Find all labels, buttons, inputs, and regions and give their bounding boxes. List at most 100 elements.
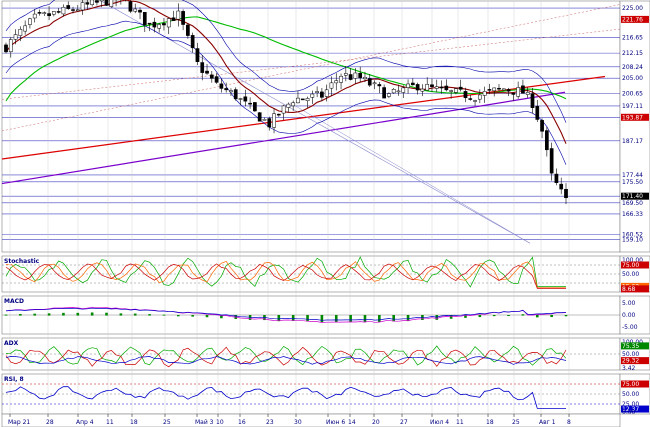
x-tick-label: 18 <box>486 419 494 426</box>
macd-histogram-bar <box>464 315 467 318</box>
macd-histogram-bar <box>162 314 166 316</box>
price-scale-label: 177.44 <box>622 172 643 179</box>
candle-body <box>95 0 99 3</box>
macd-histogram-bar <box>306 315 309 322</box>
price-scale-label: 166.33 <box>622 211 643 218</box>
price-highlight-tag <box>621 192 649 200</box>
candle-body <box>458 86 463 90</box>
candle-body <box>133 8 138 12</box>
candle-body <box>291 102 296 107</box>
indicator-highlight-tag <box>621 261 649 269</box>
macd-histogram-bar <box>550 315 553 318</box>
candle-body <box>37 12 42 14</box>
price-scale-label: 208.24 <box>622 64 643 71</box>
panel-title: ADX <box>4 340 19 347</box>
candle-body <box>99 0 104 2</box>
candle-body <box>286 103 291 108</box>
candle-body <box>324 89 329 97</box>
macd-histogram-bar <box>191 315 194 317</box>
macd-histogram-bar <box>177 315 180 317</box>
panel-backgrounds <box>1 0 650 415</box>
candle-body <box>310 93 315 98</box>
candle-body <box>224 88 229 91</box>
candle-body <box>343 73 348 76</box>
macd-histogram-bar <box>19 313 22 316</box>
macd-histogram-bar <box>76 312 80 316</box>
candle-body <box>358 72 363 79</box>
indicator-scale-label: -5.00 <box>622 324 638 331</box>
panel-title-bg <box>3 297 37 304</box>
band-upper-line <box>5 0 567 123</box>
candle-body <box>559 183 564 190</box>
adx-minus-di-line <box>5 346 567 368</box>
indicator-scale-label: 50.00 <box>622 391 639 398</box>
candle-body <box>353 72 358 79</box>
candle-body <box>406 83 410 88</box>
macd-histogram-bar <box>4 314 8 316</box>
price-highlight-tag <box>621 15 649 23</box>
candlesticks[interactable] <box>4 0 568 205</box>
candle-body <box>300 98 305 101</box>
candle-body <box>229 90 233 93</box>
x-tick-label: Май 3 <box>195 419 214 426</box>
macd-histogram-bar <box>492 315 496 317</box>
trend-line-purple <box>1 91 566 185</box>
candle-body <box>477 94 482 100</box>
x-tick-label: 30 <box>294 419 302 426</box>
candle-body <box>28 18 32 25</box>
candle-body <box>147 22 152 25</box>
candle-body <box>535 105 540 120</box>
macd-histogram-bar <box>334 315 338 322</box>
price-highlight-tag <box>621 113 649 121</box>
candle-body <box>80 2 85 11</box>
indicator-scale-label: 8.68 <box>622 286 636 293</box>
price-highlight-label: 171.40 <box>622 193 643 200</box>
candle-body <box>61 6 66 15</box>
candle-body <box>363 76 367 80</box>
macd-histogram-bar <box>535 315 539 318</box>
candle-body <box>205 70 209 74</box>
indicator-highlight-tag <box>621 357 649 365</box>
candle-body <box>195 48 200 62</box>
candle-body <box>128 1 133 12</box>
candle-body <box>253 102 257 112</box>
candle-body <box>367 78 372 86</box>
x-tick-label: 25 <box>163 419 171 426</box>
macd-histogram-bar <box>62 312 65 316</box>
price-highlight-label: 193.87 <box>622 114 643 121</box>
indicator-scale-label: 0.00 <box>622 312 636 319</box>
x-axis: Мар 21 28 Апр 4 11 18 25 Май 3 10 16 23 30 Июн 6 14 2… <box>1 413 621 427</box>
candle-body <box>492 87 497 92</box>
macd-histogram-bar <box>119 313 123 316</box>
macd-histogram-bar <box>105 312 108 316</box>
x-tick-label: 18 <box>130 419 138 426</box>
macd-histogram-bar <box>90 312 94 316</box>
candle-body <box>219 83 224 89</box>
candle-body <box>142 11 147 26</box>
candle-body <box>4 44 8 53</box>
candle-body <box>463 91 468 99</box>
price-scale-label: 169.50 <box>622 200 643 207</box>
panel-title-bg <box>3 375 37 382</box>
macd-histogram-bar <box>47 313 51 316</box>
x-tick-label: 11 <box>456 419 464 426</box>
candle-body <box>42 12 47 15</box>
candle-body <box>13 34 18 40</box>
panel-price <box>1 0 621 253</box>
candle-body <box>521 85 525 94</box>
panel-title: MACD <box>4 298 24 305</box>
price-scale-label: 197.11 <box>622 103 643 110</box>
candle-body <box>181 11 185 25</box>
candle-body <box>200 62 205 73</box>
candle-body <box>109 0 114 7</box>
x-axis-bg <box>1 413 621 427</box>
candle-body <box>339 75 343 83</box>
candle-body <box>391 89 396 94</box>
candle-body <box>214 76 219 83</box>
candle-body <box>276 113 281 116</box>
macd-signal-line <box>5 307 567 321</box>
price-scale-label: 212.15 <box>622 50 643 57</box>
candle-body <box>56 11 61 13</box>
band-lower-line <box>5 20 567 165</box>
